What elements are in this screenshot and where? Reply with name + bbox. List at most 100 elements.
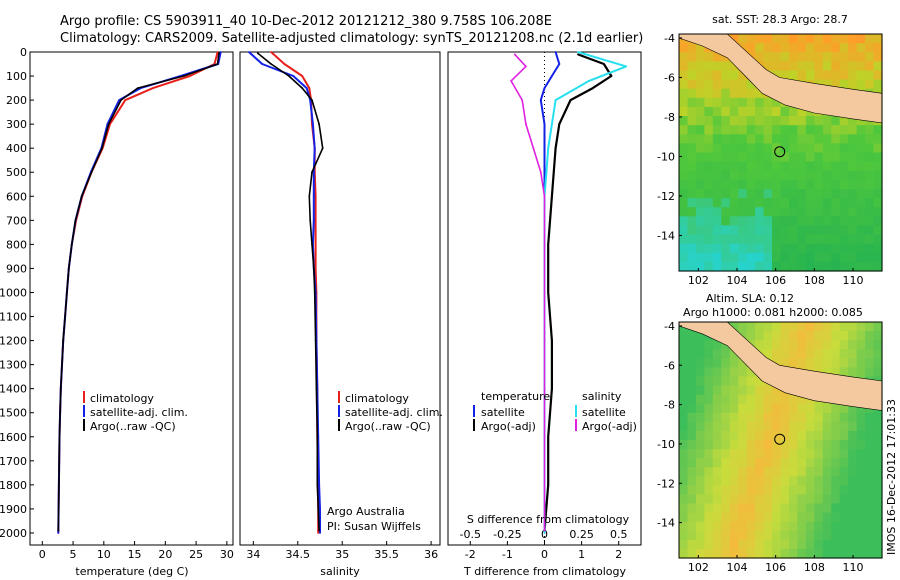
lon-tick-label: 106 bbox=[765, 274, 786, 287]
field-cell bbox=[839, 189, 849, 199]
field-cell bbox=[805, 261, 815, 272]
lon-tick-label: 104 bbox=[727, 561, 748, 574]
data-point bbox=[577, 51, 579, 53]
field-cell bbox=[704, 79, 714, 90]
data-point bbox=[547, 435, 550, 438]
field-cell bbox=[873, 152, 883, 163]
field-cell bbox=[822, 243, 832, 254]
field-cell bbox=[729, 530, 739, 541]
lat-tick-label: -10 bbox=[657, 150, 675, 163]
field-cell bbox=[687, 430, 697, 441]
field-cell bbox=[873, 216, 883, 226]
data-point bbox=[315, 387, 318, 390]
field-cell bbox=[831, 539, 841, 550]
field-cell bbox=[848, 467, 858, 477]
field-cell bbox=[797, 512, 807, 523]
field-cell bbox=[721, 252, 731, 263]
field-cell bbox=[797, 349, 807, 359]
data-point bbox=[314, 267, 317, 270]
legend-label-temp-argo: Argo(-adj) bbox=[481, 420, 536, 433]
lat-tick-label: -12 bbox=[657, 190, 675, 203]
field-cell bbox=[797, 43, 807, 53]
field-cell bbox=[848, 340, 858, 350]
field-cell bbox=[712, 234, 722, 245]
field-cell bbox=[763, 503, 773, 514]
series-line bbox=[543, 51, 628, 533]
field-cell bbox=[721, 539, 731, 550]
field-cell bbox=[797, 494, 807, 505]
field-cell bbox=[755, 548, 765, 559]
series-line bbox=[57, 51, 219, 534]
field-cell bbox=[797, 125, 807, 135]
field-cell bbox=[712, 539, 722, 550]
field-cell bbox=[780, 152, 790, 163]
field-cell bbox=[848, 367, 858, 378]
field-cell bbox=[746, 170, 756, 181]
field-cell bbox=[797, 170, 807, 181]
field-cell bbox=[865, 349, 875, 359]
field-cell bbox=[856, 421, 866, 432]
field-cell bbox=[856, 79, 866, 90]
field-cell bbox=[789, 449, 799, 459]
field-cell bbox=[873, 467, 883, 477]
data-point bbox=[313, 291, 316, 294]
field-cell bbox=[695, 170, 705, 181]
field-cell bbox=[712, 458, 722, 468]
field-cell bbox=[789, 467, 799, 477]
field-cell bbox=[831, 530, 841, 541]
field-cell bbox=[712, 403, 722, 414]
field-cell bbox=[856, 367, 866, 378]
map-frame bbox=[678, 33, 883, 272]
data-point bbox=[57, 529, 60, 532]
field-cell bbox=[814, 421, 824, 432]
field-cell bbox=[814, 198, 824, 208]
field-cell bbox=[712, 52, 722, 62]
field-cell bbox=[679, 412, 689, 423]
lon-tick-label: 104 bbox=[727, 274, 748, 287]
field-cell bbox=[687, 449, 697, 459]
field-cell bbox=[712, 152, 722, 163]
field-cell bbox=[780, 179, 790, 190]
field-cell bbox=[873, 234, 883, 245]
field-cell bbox=[822, 358, 832, 368]
field-cell bbox=[679, 97, 689, 108]
field-cell bbox=[831, 198, 841, 208]
series-line bbox=[257, 52, 324, 531]
field-cell bbox=[679, 243, 689, 254]
lat-tick-label: -4 bbox=[664, 32, 675, 45]
field-cell bbox=[721, 225, 731, 236]
data-point bbox=[539, 99, 542, 101]
field-cell bbox=[865, 152, 875, 163]
field-cell bbox=[797, 161, 807, 172]
field-cell bbox=[704, 116, 714, 126]
data-point bbox=[554, 99, 557, 101]
field-cell bbox=[789, 106, 799, 117]
field-cell bbox=[695, 106, 705, 117]
field-cell bbox=[780, 198, 790, 208]
argo-float-marker bbox=[774, 146, 786, 158]
field-cell bbox=[679, 394, 689, 405]
field-cell bbox=[738, 152, 748, 163]
field-cell bbox=[695, 367, 705, 378]
data-point bbox=[312, 219, 315, 222]
field-cell bbox=[679, 440, 689, 450]
field-cell bbox=[839, 198, 849, 208]
field-cell bbox=[839, 539, 849, 550]
field-cell bbox=[695, 530, 705, 541]
data-point bbox=[59, 387, 62, 390]
field-cell bbox=[805, 449, 815, 459]
field-cell bbox=[797, 539, 807, 550]
field-cell bbox=[687, 88, 697, 99]
field-cell bbox=[687, 261, 697, 272]
field-cell bbox=[856, 521, 866, 532]
field-cell bbox=[780, 225, 790, 236]
field-cell bbox=[712, 161, 722, 172]
field-cell bbox=[712, 143, 722, 154]
field-cell bbox=[822, 179, 832, 190]
field-cell bbox=[873, 412, 883, 423]
data-point bbox=[318, 529, 320, 532]
field-cell bbox=[772, 179, 782, 190]
field-cell bbox=[687, 485, 697, 496]
difference-profile-plot: -2 -1 0 1 2 -0.5 -0.25 0 0.25 0.5 bbox=[460, 51, 628, 561]
field-cell bbox=[822, 530, 832, 541]
